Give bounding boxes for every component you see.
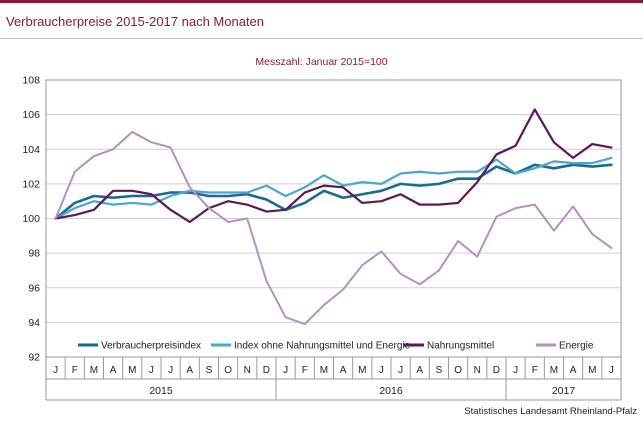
year-label: 2015 (149, 385, 173, 397)
month-tick-label: M (90, 365, 98, 376)
month-tick-label: A (570, 365, 577, 376)
month-tick-label: J (379, 365, 384, 376)
source-note: Statistisches Landesamt Rheinland-Pfalz (464, 406, 637, 417)
month-tick-label: J (609, 365, 614, 376)
month-tick-label: A (186, 365, 193, 376)
month-tick-label: O (454, 365, 462, 376)
series-line (54, 156, 613, 220)
month-tick-label: F (532, 365, 538, 376)
series-line (54, 130, 613, 326)
chart-subtitle: Messzahl: Januar 2015=100 (255, 56, 388, 68)
month-tick-label: F (302, 365, 308, 376)
y-tick-label: 96 (28, 282, 40, 294)
month-tick-label: M (358, 365, 366, 376)
year-label: 2017 (552, 385, 576, 397)
y-tick-label: 106 (22, 109, 40, 121)
legend-label: Energie (559, 341, 594, 352)
month-tick-label: S (436, 365, 443, 376)
y-tick-label: 100 (22, 213, 40, 225)
month-tick-label: M (128, 365, 136, 376)
y-tick-label: 92 (28, 352, 40, 364)
y-tick-label: 104 (22, 144, 40, 156)
legend-label: Index ohne Nahrungsmittel und Energie (234, 341, 411, 352)
chart-title: Verbraucherpreise 2015-2017 nach Monaten (6, 14, 265, 29)
title-divider (0, 38, 643, 39)
month-tick-label: J (149, 365, 154, 376)
top-rule (0, 0, 643, 3)
month-tick-label: J (398, 365, 403, 376)
month-tick-label: A (416, 365, 423, 376)
month-tick-label: D (263, 365, 270, 376)
month-tick-label: A (340, 365, 347, 376)
month-tick-label: J (53, 365, 58, 376)
legend-label: Verbraucherpreisindex (101, 341, 201, 352)
month-tick-label: J (283, 365, 288, 376)
month-tick-label: S (206, 365, 213, 376)
y-tick-label: 102 (22, 178, 40, 190)
month-tick-label: O (224, 365, 232, 376)
month-tick-label: N (474, 365, 481, 376)
month-tick-label: J (513, 365, 518, 376)
month-tick-label: J (168, 365, 173, 376)
month-tick-label: M (320, 365, 328, 376)
legend-label: Nahrungsmittel (427, 341, 494, 352)
month-tick-label: F (72, 365, 78, 376)
y-tick-label: 98 (28, 248, 40, 260)
series-line (54, 108, 613, 224)
y-tick-label: 94 (28, 317, 40, 329)
month-tick-label: M (588, 365, 596, 376)
year-label: 2016 (379, 385, 403, 397)
month-tick-label: M (550, 365, 558, 376)
y-tick-label: 108 (22, 75, 40, 87)
month-tick-label: A (110, 365, 117, 376)
month-tick-label: N (244, 365, 251, 376)
month-tick-label: D (493, 365, 500, 376)
